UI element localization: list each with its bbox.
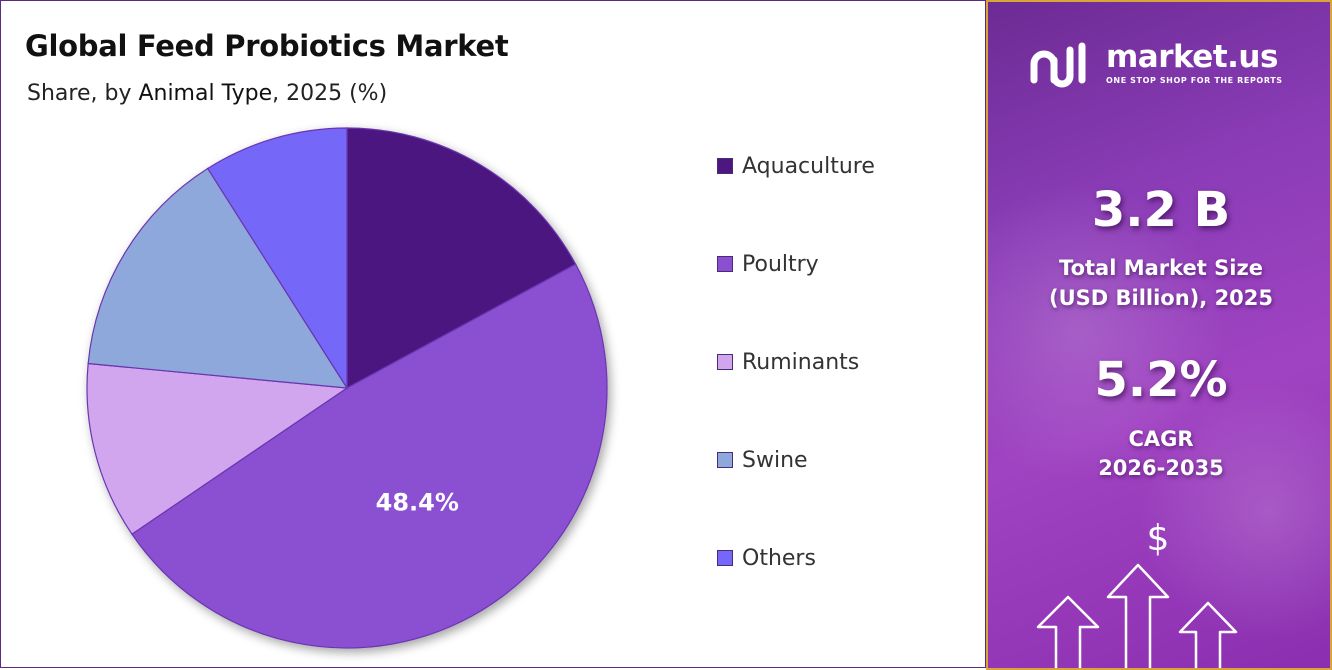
legend-item-aquaculture: Aquaculture [717,151,875,181]
pie-slice-labels: 48.4% [376,488,459,516]
pie-chart: 48.4% [86,127,608,649]
legend-label-aquaculture: Aquaculture [742,153,875,179]
background-glow [988,182,1228,482]
brand-tagline: ONE STOP SHOP FOR THE REPORTS [1106,76,1283,85]
market-us-logo-icon [1030,42,1086,88]
dollar-icon: $ [1146,518,1170,559]
pie-slice-poultry [131,263,608,649]
legend-item-poultry: Poultry [717,249,819,279]
legend-swatch-ruminants [717,354,733,370]
market-size-value: 3.2 B [1091,182,1231,238]
pie-slices [86,127,608,649]
chart-subtitle: Share, by Animal Type, 2025 (%) [27,81,387,106]
cagr-label: CAGR [1128,427,1194,451]
legend-label-poultry: Poultry [742,251,819,277]
market-info-panel: market.us ONE STOP SHOP FOR THE REPORTS … [986,0,1332,670]
growth-arrows-icon [1036,563,1238,668]
legend-swatch-aquaculture [717,158,733,174]
pie-slice-aquaculture [346,127,577,390]
legend-item-ruminants: Ruminants [717,347,859,377]
legend-swatch-others [717,550,733,566]
legend-label-ruminants: Ruminants [742,349,860,375]
pie-slice-swine [87,167,349,389]
brand-logo: market.us ONE STOP SHOP FOR THE REPORTS [1028,40,1283,88]
legend-item-others: Others [717,543,816,573]
subtitle-prefix: Share, by [27,81,139,106]
pie-slice-ruminants [86,362,349,535]
subtitle-suffix: , 2025 (%) [272,81,388,106]
chart-panel: Global Feed Probiotics Market Share, by … [0,0,986,668]
chart-title: Global Feed Probiotics Market [25,29,509,63]
subtitle-dimension: Animal Type [138,81,273,106]
cagr-period: 2026-2035 [1098,456,1224,480]
legend-swatch-swine [717,452,733,468]
pie-slice-label-poultry: 48.4% [376,488,459,516]
market-size-label: Total Market Size [1059,256,1263,280]
legend-label-others: Others [742,545,816,571]
legend-item-swine: Swine [717,445,808,475]
legend-swatch-poultry [717,256,733,272]
cagr-value: 5.2% [1094,352,1228,408]
legend-label-swine: Swine [742,447,808,473]
brand-name: market.us [1106,39,1278,75]
pie-slice-others [206,127,348,391]
market-size-label-unit: (USD Billion), 2025 [1048,286,1274,310]
